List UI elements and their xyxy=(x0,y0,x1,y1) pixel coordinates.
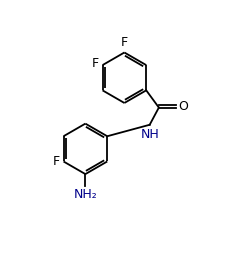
Text: O: O xyxy=(178,100,188,113)
Text: F: F xyxy=(91,57,99,70)
Text: NH₂: NH₂ xyxy=(74,188,97,201)
Text: F: F xyxy=(121,35,128,49)
Text: F: F xyxy=(52,155,60,168)
Text: NH: NH xyxy=(140,128,159,140)
